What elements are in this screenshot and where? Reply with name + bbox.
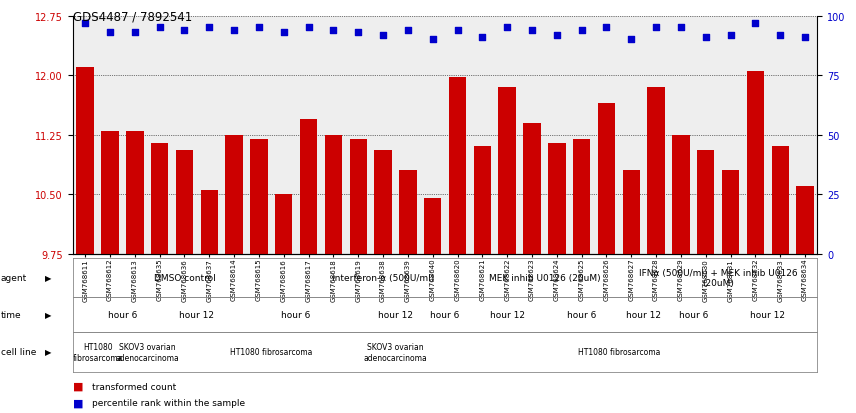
Text: ▶: ▶ <box>45 273 51 282</box>
Bar <box>647 88 665 254</box>
Bar <box>76 68 94 254</box>
Text: hour 6: hour 6 <box>108 311 137 319</box>
Point <box>798 35 811 41</box>
Text: IFNα (500U/ml) + MEK inhib U0126
(20uM): IFNα (500U/ml) + MEK inhib U0126 (20uM) <box>639 268 798 287</box>
Bar <box>548 143 566 254</box>
Bar <box>250 139 268 254</box>
Bar <box>697 151 715 254</box>
Point <box>152 25 166 32</box>
Text: HT1080 fibrosarcoma: HT1080 fibrosarcoma <box>230 348 312 356</box>
Point <box>550 32 563 39</box>
Text: hour 12: hour 12 <box>180 311 214 319</box>
Point <box>128 30 142 36</box>
Point <box>301 25 315 32</box>
Point <box>377 32 390 39</box>
Text: hour 6: hour 6 <box>679 311 708 319</box>
Bar <box>399 171 417 254</box>
Text: GDS4487 / 7892541: GDS4487 / 7892541 <box>73 10 192 23</box>
Point <box>625 37 639 44</box>
Bar <box>126 131 144 254</box>
Text: percentile rank within the sample: percentile rank within the sample <box>92 398 245 407</box>
Point <box>203 25 216 32</box>
Point <box>327 28 341 34</box>
Text: hour 12: hour 12 <box>627 311 661 319</box>
Point <box>401 28 415 34</box>
Text: DMSO control: DMSO control <box>153 273 216 282</box>
Point <box>698 35 712 41</box>
Text: cell line: cell line <box>1 348 36 356</box>
Text: time: time <box>1 311 21 319</box>
Bar <box>225 135 243 254</box>
Text: ■: ■ <box>73 381 83 391</box>
Text: HT1080 fibrosarcoma: HT1080 fibrosarcoma <box>578 348 660 356</box>
Point <box>79 20 92 27</box>
Bar <box>473 147 491 254</box>
Bar <box>523 123 541 254</box>
Bar <box>796 187 814 254</box>
Text: hour 6: hour 6 <box>431 311 460 319</box>
Point <box>103 30 116 36</box>
Bar <box>672 135 690 254</box>
Bar <box>498 88 516 254</box>
Text: ▶: ▶ <box>45 311 51 319</box>
Bar <box>349 139 367 254</box>
Point <box>748 20 763 27</box>
Bar <box>200 191 218 254</box>
Text: interferon-α (500U/ml): interferon-α (500U/ml) <box>332 273 434 282</box>
Point <box>425 37 440 44</box>
Bar <box>573 139 591 254</box>
Bar <box>300 119 318 254</box>
Point <box>352 30 366 36</box>
Bar <box>746 72 764 254</box>
Bar <box>722 171 740 254</box>
Text: SKOV3 ovarian
adenocarcinoma: SKOV3 ovarian adenocarcinoma <box>116 342 179 362</box>
Text: hour 12: hour 12 <box>378 311 413 319</box>
Point <box>675 25 688 32</box>
Text: agent: agent <box>1 273 27 282</box>
Point <box>774 32 788 39</box>
Text: MEK inhib U0126 (20uM): MEK inhib U0126 (20uM) <box>489 273 600 282</box>
Text: HT1080
fibrosarcoma: HT1080 fibrosarcoma <box>73 342 122 362</box>
Bar <box>101 131 119 254</box>
Point <box>450 28 464 34</box>
Text: hour 12: hour 12 <box>751 311 785 319</box>
Point <box>178 28 192 34</box>
Text: hour 6: hour 6 <box>282 311 311 319</box>
Bar <box>374 151 392 254</box>
Bar <box>597 104 615 254</box>
Point <box>228 28 241 34</box>
Point <box>525 28 539 34</box>
Point <box>649 25 663 32</box>
Bar <box>275 195 293 254</box>
Point <box>476 35 490 41</box>
Text: hour 6: hour 6 <box>567 311 597 319</box>
Point <box>500 25 514 32</box>
Text: ▶: ▶ <box>45 348 51 356</box>
Point <box>724 32 738 39</box>
Bar <box>324 135 342 254</box>
Bar <box>175 151 193 254</box>
Bar <box>771 147 789 254</box>
Point <box>276 30 290 36</box>
Text: ■: ■ <box>73 398 83 408</box>
Point <box>252 25 265 32</box>
Point <box>600 25 614 32</box>
Bar <box>622 171 640 254</box>
Text: SKOV3 ovarian
adenocarcinoma: SKOV3 ovarian adenocarcinoma <box>364 342 427 362</box>
Text: hour 12: hour 12 <box>490 311 525 319</box>
Bar <box>449 78 467 254</box>
Bar <box>424 199 442 254</box>
Bar <box>151 143 169 254</box>
Point <box>575 28 589 34</box>
Text: transformed count: transformed count <box>92 382 175 391</box>
